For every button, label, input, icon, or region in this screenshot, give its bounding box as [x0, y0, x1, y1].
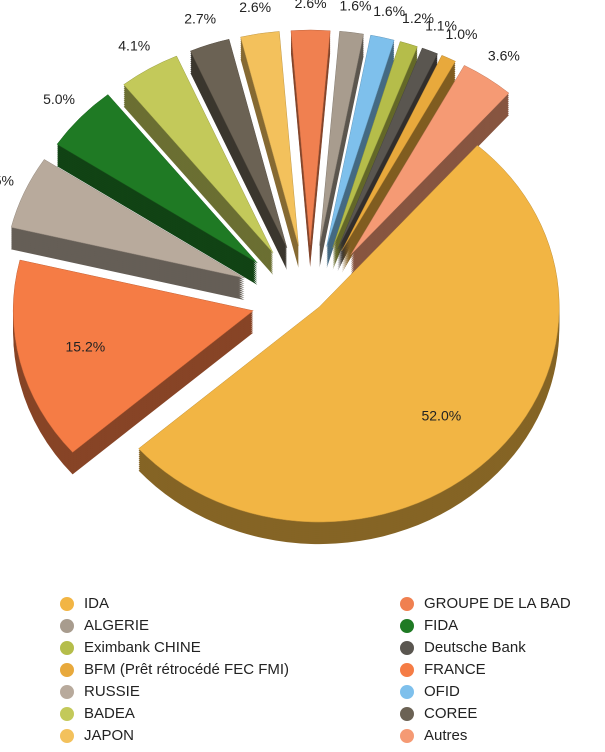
legend-label: JAPON [84, 727, 134, 744]
legend-label: FIDA [424, 617, 458, 634]
data-label: 1.1% [425, 18, 457, 34]
legend-label: GROUPE DE LA BAD [424, 595, 571, 612]
legend-swatch [60, 619, 74, 633]
data-label: 2.7% [184, 11, 216, 27]
legend-swatch [60, 641, 74, 655]
legend-label: OFID [424, 683, 460, 700]
slice [350, 65, 510, 255]
legend-swatch [60, 597, 74, 611]
legend-label: BADEA [84, 705, 135, 722]
legend-swatch [400, 729, 414, 743]
slice [190, 39, 288, 249]
data-label: 2.6% [295, 0, 327, 11]
legend-label: IDA [84, 595, 109, 612]
data-label: 5.0% [43, 91, 75, 107]
data-label: 52.0% [421, 407, 461, 423]
legend-swatch [60, 707, 74, 721]
legend-label: Autres [424, 727, 467, 744]
slice [337, 47, 438, 250]
legend-label: COREE [424, 705, 477, 722]
data-label: 2.6% [239, 0, 271, 15]
data-label: 4.1% [118, 37, 150, 53]
legend-swatch [400, 685, 414, 699]
slice [56, 94, 258, 264]
data-label: 1.6% [340, 0, 372, 14]
legend-swatch [400, 597, 414, 611]
legend-swatch [60, 729, 74, 743]
slice [13, 259, 254, 453]
legend-label: BFM (Prêt rétrocédé FEC FMI) [84, 661, 289, 678]
data-label: 1.0% [446, 26, 478, 42]
data-label: 3.6% [488, 48, 520, 64]
data-label: 5.5% [0, 173, 14, 189]
slice [332, 41, 418, 248]
slice [319, 30, 364, 246]
legend-label: RUSSIE [84, 683, 140, 700]
slice [326, 34, 395, 247]
slice [123, 55, 274, 254]
data-label: 1.6% [373, 3, 405, 19]
legend-label: FRANCE [424, 661, 486, 678]
legend-swatch [400, 641, 414, 655]
data-label: 15.2% [66, 338, 106, 354]
slice [341, 55, 456, 251]
legend-swatch [400, 663, 414, 677]
legend-swatch [400, 707, 414, 721]
slice [240, 31, 299, 246]
slice [10, 159, 245, 279]
slice [138, 145, 560, 523]
legend-label: Deutsche Bank [424, 639, 526, 656]
legend-swatch [400, 619, 414, 633]
slice [290, 29, 331, 246]
data-label: 1.2% [402, 10, 434, 26]
legend-label: Eximbank CHINE [84, 639, 201, 656]
legend-swatch [60, 663, 74, 677]
legend-label: ALGERIE [84, 617, 149, 634]
legend-swatch [60, 685, 74, 699]
